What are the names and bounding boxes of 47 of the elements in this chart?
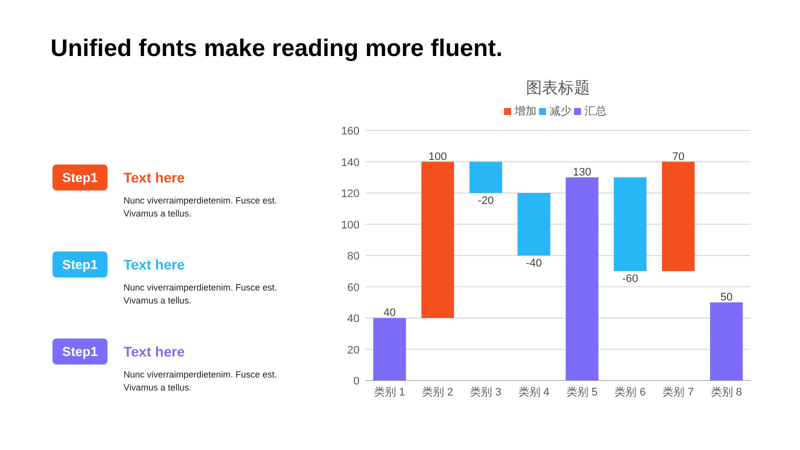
chart-title: 图表标题 (526, 79, 590, 97)
data-label: 130 (572, 166, 592, 178)
bar (614, 177, 647, 272)
bar (469, 162, 502, 193)
x-tick-label: 类别 4 (518, 386, 550, 398)
y-tick-label: 100 (341, 219, 360, 232)
x-tick-label: 类别 3 (470, 386, 502, 398)
data-label: 100 (428, 150, 447, 163)
data-label: 50 (720, 291, 733, 304)
text: Text here (124, 170, 185, 186)
bar (566, 177, 598, 380)
data-label: -60 (622, 273, 638, 286)
data-label: 40 (383, 307, 396, 319)
bar (373, 318, 406, 380)
x-tick-label: 类别 7 (662, 386, 694, 398)
text: Step1 (62, 170, 98, 185)
y-tick-label: 40 (347, 313, 360, 325)
bar (518, 193, 550, 256)
text: Unified fonts make reading more fluent. (50, 35, 503, 62)
text: Text here (124, 344, 185, 360)
y-tick-label: 140 (341, 156, 360, 169)
data-label: 70 (672, 150, 684, 163)
legend-label: 减少 (550, 104, 572, 118)
x-tick-label: 类别 6 (614, 386, 646, 398)
y-tick-label: 160 (341, 126, 360, 138)
x-tick-label: 类别 2 (422, 386, 454, 398)
x-tick-label: 类别 1 (374, 386, 406, 398)
y-tick-label: 20 (347, 344, 360, 356)
text: Nunc viverraimperdietenim. Fusce est. Vivamus a tellus. (124, 196, 278, 218)
y-tick-label: 120 (341, 188, 360, 200)
text: Nunc viverraimperdietenim. Fusce est. Vivamus a tellus. (124, 282, 278, 306)
y-tick-label: 80 (347, 250, 360, 262)
text: Nunc viverraimperdietenim. Fusce est. Vivamus a tellus. (124, 370, 278, 392)
bar (710, 302, 743, 380)
text: Step1 (62, 257, 98, 272)
text: Step1 (62, 344, 98, 359)
legend-label: 增加 (514, 104, 536, 118)
data-label: -40 (526, 258, 542, 270)
text: Text here (124, 256, 185, 272)
legend-label: 汇总 (584, 104, 606, 118)
data-label: -20 (478, 195, 494, 207)
x-tick-label: 类别 8 (710, 386, 742, 398)
x-tick-label: 类别 5 (566, 386, 598, 398)
y-tick-label: 0 (353, 376, 360, 388)
bar (662, 162, 695, 272)
bar (421, 162, 454, 318)
y-tick-label: 60 (347, 282, 360, 294)
